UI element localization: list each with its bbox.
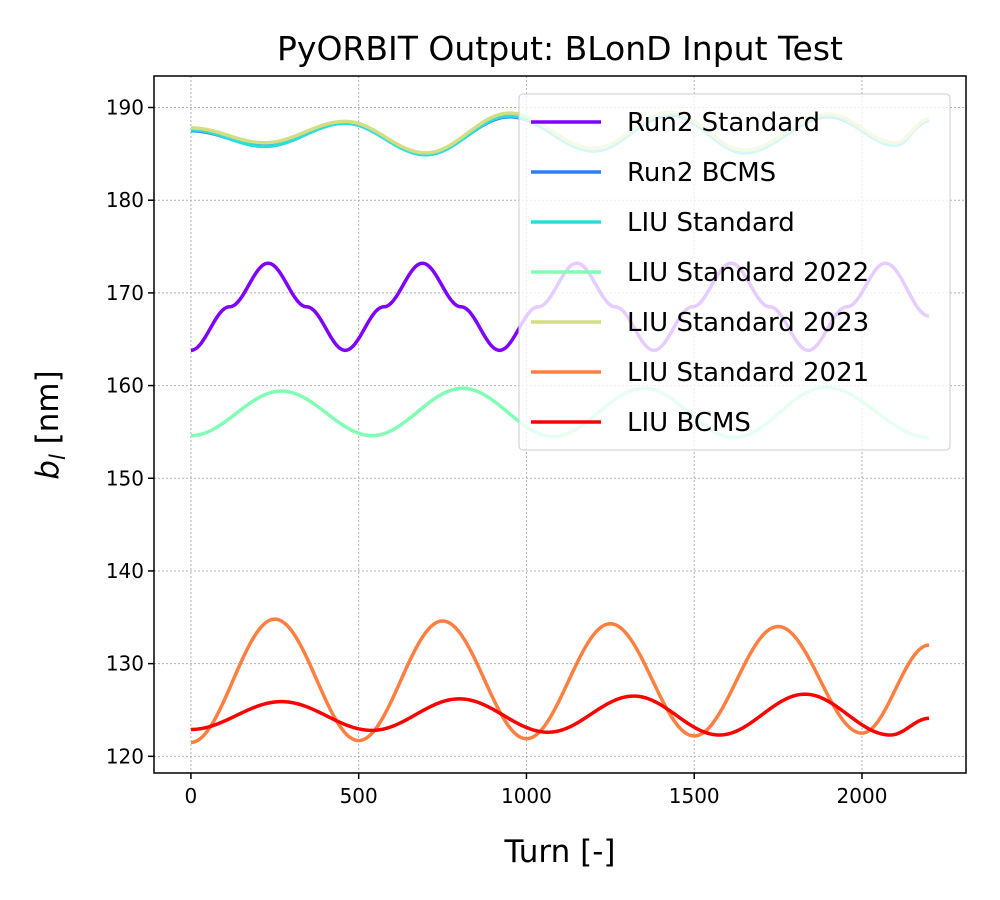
- legend-entry-label: LIU Standard: [627, 208, 795, 238]
- y-axis-label: bl [nm]: [30, 370, 70, 479]
- plot-frame: [153, 75, 967, 774]
- legend-entry-label: LIU Standard 2021: [627, 358, 869, 388]
- chart-title: PyORBIT Output: BLonD Input Test: [277, 29, 843, 68]
- y-tick-label: 170: [106, 281, 144, 305]
- legend-box: [518, 93, 951, 451]
- x-tick-label: 500: [340, 784, 378, 808]
- x-tick-label: 0: [185, 784, 198, 808]
- legend-entry-label: LIU BCMS: [627, 408, 751, 438]
- y-tick-label: 120: [106, 744, 144, 768]
- y-axis-label-text: bl [nm]: [30, 370, 70, 479]
- series-line-liu-standard-2021: [190, 617, 930, 745]
- legend: Run2 Standard Run2 BCMS LIU Standard LIU St…: [518, 93, 951, 451]
- y-tick-label: 130: [106, 652, 144, 676]
- series-line-liu-bcms: [190, 692, 930, 737]
- x-axis: 0 500 1000 1500 2000: [185, 773, 888, 808]
- legend-entry-label: LIU Standard 2023: [627, 308, 869, 338]
- x-tick-label: 2000: [837, 784, 888, 808]
- y-axis: 120 130 140 150 160 170 180 190: [106, 96, 154, 768]
- x-axis-label: Turn [-]: [504, 834, 616, 870]
- legend-entry-label: LIU Standard 2022: [627, 258, 869, 288]
- y-tick-label: 140: [106, 559, 144, 583]
- legend-entry-label: Run2 BCMS: [627, 158, 776, 188]
- legend-entry-label: Run2 Standard: [627, 108, 820, 138]
- x-tick-label: 1500: [669, 784, 720, 808]
- y-tick-label: 150: [106, 466, 144, 490]
- y-tick-label: 160: [106, 374, 144, 398]
- x-tick-label: 1000: [501, 784, 552, 808]
- y-tick-label: 180: [106, 188, 144, 212]
- y-tick-label: 190: [106, 96, 144, 120]
